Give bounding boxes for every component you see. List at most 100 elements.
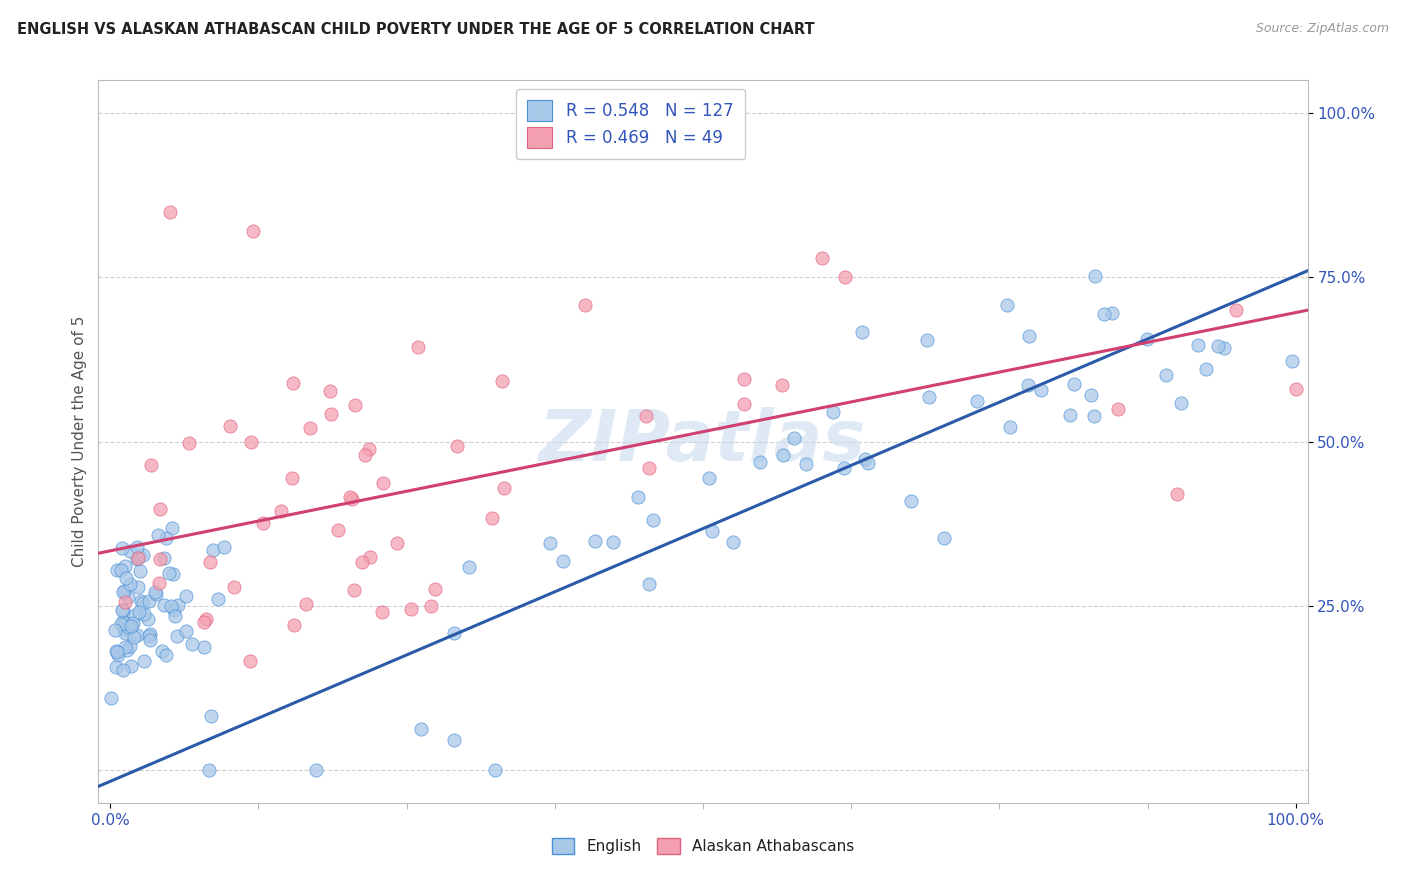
Point bbox=[1136, 332, 1159, 346]
Point bbox=[125, 540, 148, 554]
Point bbox=[627, 490, 650, 504]
Point bbox=[1166, 487, 1188, 501]
Point bbox=[583, 533, 606, 548]
Point bbox=[851, 325, 873, 339]
Point bbox=[121, 615, 143, 630]
Point bbox=[371, 605, 394, 619]
Point bbox=[129, 564, 152, 578]
Point bbox=[1000, 420, 1022, 434]
Point bbox=[128, 549, 150, 563]
Point bbox=[823, 405, 845, 419]
Point bbox=[371, 475, 394, 490]
Point bbox=[298, 421, 321, 435]
Point bbox=[318, 384, 340, 398]
Point bbox=[149, 552, 172, 566]
Point bbox=[481, 511, 503, 525]
Point bbox=[105, 660, 128, 674]
Point bbox=[1101, 306, 1123, 320]
Point bbox=[115, 571, 138, 585]
Point bbox=[202, 543, 225, 558]
Point bbox=[1170, 396, 1192, 410]
Point bbox=[127, 551, 149, 566]
Point bbox=[128, 605, 150, 619]
Text: ENGLISH VS ALASKAN ATHABASCAN CHILD POVERTY UNDER THE AGE OF 5 CORRELATION CHART: ENGLISH VS ALASKAN ATHABASCAN CHILD POVE… bbox=[17, 22, 814, 37]
Point bbox=[118, 639, 141, 653]
Point bbox=[1063, 377, 1085, 392]
Point bbox=[1017, 378, 1039, 392]
Point bbox=[734, 396, 756, 410]
Point bbox=[1208, 339, 1230, 353]
Point bbox=[359, 442, 381, 456]
Point bbox=[114, 616, 136, 631]
Point bbox=[155, 531, 177, 545]
Point bbox=[193, 615, 215, 630]
Point bbox=[538, 536, 561, 550]
Point bbox=[446, 439, 468, 453]
Point bbox=[149, 502, 172, 516]
Point bbox=[420, 599, 443, 613]
Point bbox=[214, 541, 236, 555]
Point bbox=[900, 493, 922, 508]
Point bbox=[160, 521, 183, 535]
Point bbox=[181, 636, 204, 650]
Point bbox=[343, 582, 366, 597]
Point bbox=[155, 648, 177, 663]
Point bbox=[602, 534, 624, 549]
Point bbox=[138, 594, 160, 608]
Point bbox=[1285, 382, 1308, 396]
Point bbox=[934, 531, 956, 545]
Point bbox=[772, 448, 794, 462]
Point bbox=[1029, 383, 1052, 397]
Point bbox=[339, 490, 361, 504]
Point bbox=[146, 528, 169, 542]
Point bbox=[638, 576, 661, 591]
Point bbox=[120, 618, 142, 632]
Point bbox=[115, 643, 138, 657]
Point bbox=[834, 270, 856, 285]
Point bbox=[112, 622, 135, 636]
Point bbox=[117, 590, 139, 604]
Point bbox=[114, 640, 136, 654]
Point bbox=[167, 598, 190, 612]
Point bbox=[749, 455, 772, 469]
Point bbox=[114, 595, 136, 609]
Point bbox=[1154, 368, 1177, 382]
Point bbox=[166, 629, 188, 643]
Point bbox=[179, 436, 201, 450]
Point bbox=[163, 603, 186, 617]
Point bbox=[195, 612, 218, 626]
Text: Source: ZipAtlas.com: Source: ZipAtlas.com bbox=[1256, 22, 1389, 36]
Point bbox=[733, 372, 755, 386]
Point bbox=[112, 614, 135, 628]
Point bbox=[153, 550, 176, 565]
Point bbox=[207, 591, 229, 606]
Point bbox=[721, 535, 744, 549]
Point bbox=[176, 589, 198, 603]
Point bbox=[406, 340, 429, 354]
Point bbox=[1092, 307, 1115, 321]
Point bbox=[219, 419, 242, 434]
Point bbox=[1187, 337, 1209, 351]
Point bbox=[148, 575, 170, 590]
Point bbox=[917, 390, 939, 404]
Point bbox=[222, 580, 245, 594]
Point bbox=[242, 224, 264, 238]
Point bbox=[354, 448, 377, 462]
Point bbox=[359, 550, 381, 565]
Point bbox=[856, 457, 879, 471]
Point bbox=[176, 624, 198, 638]
Point bbox=[125, 628, 148, 642]
Point bbox=[641, 513, 664, 527]
Point bbox=[551, 554, 574, 568]
Text: ZIPatlas: ZIPatlas bbox=[540, 407, 866, 476]
Point bbox=[198, 763, 221, 777]
Point bbox=[122, 630, 145, 644]
Point bbox=[340, 491, 363, 506]
Point bbox=[638, 460, 661, 475]
Point bbox=[138, 629, 160, 643]
Point bbox=[281, 471, 304, 485]
Point bbox=[160, 599, 183, 614]
Point bbox=[484, 763, 506, 777]
Point bbox=[132, 548, 155, 562]
Point bbox=[134, 607, 156, 621]
